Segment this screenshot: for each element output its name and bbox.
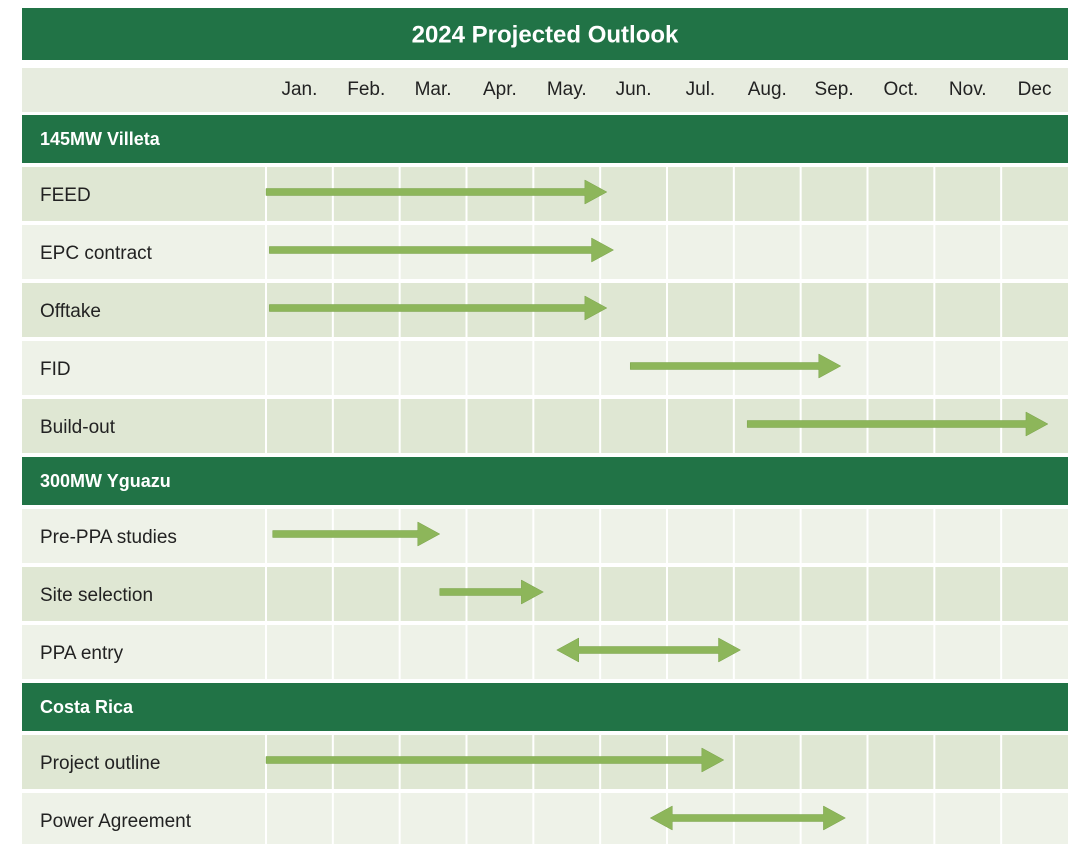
task-arrow: [265, 747, 725, 773]
month-label: Jul.: [686, 79, 716, 100]
title-bar: [22, 8, 1068, 60]
group-label: 300MW Yguazu: [40, 471, 171, 491]
task-arrow: [269, 237, 615, 263]
month-label: Jun.: [616, 79, 652, 100]
task-row: [22, 341, 1068, 395]
task-arrow: [649, 805, 846, 831]
task-arrow: [439, 579, 544, 605]
task-arrow: [269, 295, 608, 321]
month-label: May.: [547, 79, 587, 100]
task-arrow: [265, 179, 608, 205]
task-row: [22, 509, 1068, 563]
group-header: [22, 457, 1068, 505]
task-arrow: [272, 521, 441, 547]
chart-title: 2024 Projected Outlook: [412, 21, 679, 48]
task-label: Build-out: [40, 417, 116, 438]
task-arrow: [746, 411, 1049, 437]
group-header: [22, 683, 1068, 731]
task-arrow: [629, 353, 842, 379]
task-label: FEED: [40, 185, 91, 206]
group-label: 145MW Villeta: [40, 129, 161, 149]
month-label: Oct.: [883, 79, 918, 100]
task-row: [22, 625, 1068, 679]
month-label: Aug.: [748, 79, 787, 100]
month-label: Mar.: [415, 79, 452, 100]
month-label: Feb.: [347, 79, 385, 100]
month-header: [22, 68, 1068, 112]
task-row: [22, 567, 1068, 621]
month-label: Apr.: [483, 79, 517, 100]
month-label: Dec: [1018, 79, 1052, 100]
task-label: Project outline: [40, 753, 160, 774]
task-label: PPA entry: [40, 643, 124, 664]
month-label: Nov.: [949, 79, 987, 100]
task-label: Offtake: [40, 301, 101, 322]
group-header: [22, 115, 1068, 163]
month-label: Jan.: [281, 79, 317, 100]
task-arrow: [556, 637, 742, 663]
task-label: FID: [40, 359, 71, 380]
group-label: Costa Rica: [40, 697, 134, 717]
task-label: Pre-PPA studies: [40, 527, 177, 548]
task-label: Site selection: [40, 585, 153, 606]
task-label: EPC contract: [40, 243, 153, 264]
month-label: Sep.: [815, 79, 854, 100]
task-label: Power Agreement: [40, 811, 192, 832]
task-row: [22, 793, 1068, 847]
